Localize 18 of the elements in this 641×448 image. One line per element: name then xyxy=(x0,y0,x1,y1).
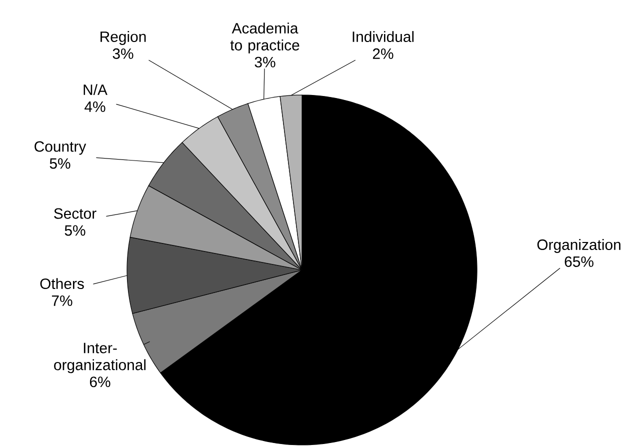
data-label: 7% xyxy=(52,295,72,306)
slice-label: N/A xyxy=(84,84,108,96)
slice-label: Others xyxy=(40,278,84,290)
data-label: 2% xyxy=(372,48,394,59)
data-label: 3% xyxy=(112,48,134,59)
data-label: 65% xyxy=(564,256,594,267)
slice-label: Organization xyxy=(537,239,620,253)
slice-label: Inter-organizational xyxy=(54,342,146,374)
slice-label: Academia to practice xyxy=(230,22,300,54)
slice-label: Country xyxy=(34,141,86,155)
data-label: 4% xyxy=(84,101,106,112)
data-label: 5% xyxy=(64,225,86,236)
slice-label: Sector xyxy=(54,208,96,219)
data-label: 6% xyxy=(90,376,110,388)
slice-label: Region xyxy=(100,31,146,45)
data-label: 5% xyxy=(50,158,70,169)
data-label: 3% xyxy=(254,56,276,68)
slice-label: Individual xyxy=(352,31,414,42)
